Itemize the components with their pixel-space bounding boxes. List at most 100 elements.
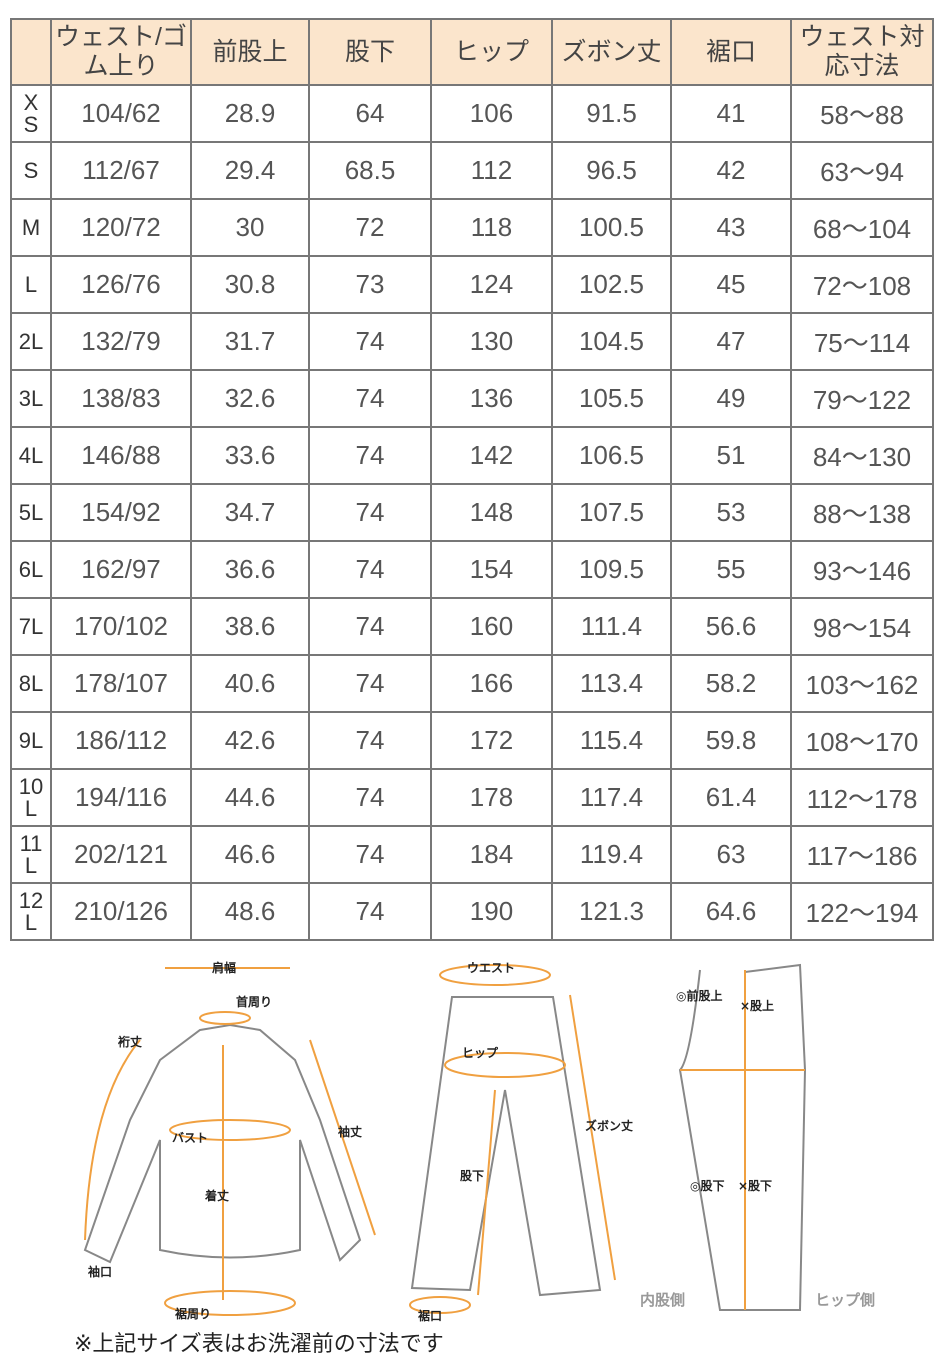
- table-cell: 42.6: [190, 711, 310, 770]
- table-row: S 112/67 29.4 68.5 112 96.5 42 63〜94: [10, 141, 934, 200]
- table-row: 2L 132/79 31.7 74 130 104.5 47 75〜114: [10, 312, 934, 371]
- label-pants-hem: 裾口: [418, 1308, 442, 1323]
- label-hem: 裾周り: [175, 1306, 211, 1321]
- label-inseam-inner: ◎股下: [690, 1178, 724, 1193]
- table-cell: 74: [308, 882, 432, 941]
- table-cell: 40.6: [190, 654, 310, 713]
- table-cell: 117.4: [551, 768, 672, 827]
- table-cell: 74: [308, 711, 432, 770]
- size-label: 7L: [10, 597, 52, 656]
- label-inseam-x: ×股下: [738, 1178, 772, 1193]
- table-cell: 74: [308, 312, 432, 371]
- table-cell: 72: [308, 198, 432, 257]
- table-cell: 36.6: [190, 540, 310, 599]
- table-cell: 41: [670, 84, 792, 143]
- shirt-illustration: [83, 1023, 362, 1264]
- table-cell: 34.7: [190, 483, 310, 542]
- table-row: 12L 210/126 48.6 74 190 121.3 64.6 122〜194: [10, 882, 934, 941]
- measurement-diagram: 肩幅 首周り 裄丈 袖丈 バスト 着丈 袖口 裾周り ウエスト ヒップ 股下 ズ…: [83, 960, 875, 1323]
- size-label: L: [10, 255, 52, 314]
- table-cell: 38.6: [190, 597, 310, 656]
- wash-note: ※上記サイズ表はお洗濯前の寸法です: [74, 1332, 444, 1357]
- table-cell: 48.6: [190, 882, 310, 941]
- table-cell: 138/83: [50, 369, 192, 428]
- table-cell: 74: [308, 483, 432, 542]
- column-header: [10, 18, 52, 86]
- measure-lines: [84, 964, 805, 1316]
- table-cell: 178: [430, 768, 553, 827]
- table-cell: 84〜130: [790, 426, 934, 485]
- size-label: 6L: [10, 540, 52, 599]
- table-cell: 184: [430, 825, 553, 884]
- table-cell: 136: [430, 369, 553, 428]
- table-cell: 63: [670, 825, 792, 884]
- table-cell: 126/76: [50, 255, 192, 314]
- table-cell: 113.4: [551, 654, 672, 713]
- header-row: ウェスト/ゴム上り 前股上 股下 ヒップ ズボン丈 裾口 ウェスト対応寸法: [10, 18, 934, 86]
- table-cell: 106: [430, 84, 553, 143]
- table-cell: 33.6: [190, 426, 310, 485]
- table-cell: 74: [308, 540, 432, 599]
- table-cell: 74: [308, 768, 432, 827]
- table-cell: 74: [308, 597, 432, 656]
- table-cell: 109.5: [551, 540, 672, 599]
- table-cell: 59.8: [670, 711, 792, 770]
- table-cell: 74: [308, 654, 432, 713]
- table-row: 5L 154/92 34.7 74 148 107.5 53 88〜138: [10, 483, 934, 542]
- table-cell: 172: [430, 711, 553, 770]
- table-cell: 51: [670, 426, 792, 485]
- size-label: 8L: [10, 654, 52, 713]
- table-row: 7L 170/102 38.6 74 160 111.4 56.6 98〜154: [10, 597, 934, 656]
- table-cell: 30: [190, 198, 310, 257]
- table-cell: 166: [430, 654, 553, 713]
- table-cell: 106.5: [551, 426, 672, 485]
- table-cell: 132/79: [50, 312, 192, 371]
- table-cell: 117〜186: [790, 825, 934, 884]
- size-label: 2L: [10, 312, 52, 371]
- table-cell: 42: [670, 141, 792, 200]
- table-cell: 72〜108: [790, 255, 934, 314]
- table-cell: 58〜88: [790, 84, 934, 143]
- table-cell: 194/116: [50, 768, 192, 827]
- table-row: XS 104/62 28.9 64 106 91.5 41 58〜88: [10, 84, 934, 143]
- table-cell: 112〜178: [790, 768, 934, 827]
- table-cell: 103〜162: [790, 654, 934, 713]
- table-cell: 107.5: [551, 483, 672, 542]
- table-cell: 154: [430, 540, 553, 599]
- table-cell: 108〜170: [790, 711, 934, 770]
- table-cell: 63〜94: [790, 141, 934, 200]
- table-cell: 49: [670, 369, 792, 428]
- size-label: 5L: [10, 483, 52, 542]
- table-cell: 79〜122: [790, 369, 934, 428]
- table-cell: 104.5: [551, 312, 672, 371]
- table-cell: 74: [308, 825, 432, 884]
- column-header: ウェスト対応寸法: [790, 18, 934, 86]
- table-cell: 73: [308, 255, 432, 314]
- table-cell: 105.5: [551, 369, 672, 428]
- table-cell: 102.5: [551, 255, 672, 314]
- table-cell: 122〜194: [790, 882, 934, 941]
- table-row: 9L 186/112 42.6 74 172 115.4 59.8 108〜170: [10, 711, 934, 770]
- table-cell: 91.5: [551, 84, 672, 143]
- label-shoulder: 肩幅: [212, 960, 236, 975]
- table-cell: 93〜146: [790, 540, 934, 599]
- label-length: 着丈: [204, 1188, 229, 1203]
- table-cell: 170/102: [50, 597, 192, 656]
- label-yuki: 裄丈: [117, 1034, 142, 1049]
- table-cell: 44.6: [190, 768, 310, 827]
- label-cuff: 袖口: [88, 1264, 112, 1279]
- label-front-rise: ◎前股上: [676, 988, 722, 1003]
- size-label: S: [10, 141, 52, 200]
- table-cell: 30.8: [190, 255, 310, 314]
- table-cell: 64: [308, 84, 432, 143]
- table-row: 10L 194/116 44.6 74 178 117.4 61.4 112〜178: [10, 768, 934, 827]
- table-cell: 124: [430, 255, 553, 314]
- label-neck: 首周り: [236, 994, 272, 1009]
- column-header: ヒップ: [430, 18, 553, 86]
- table-cell: 68〜104: [790, 198, 934, 257]
- table-cell: 119.4: [551, 825, 672, 884]
- table-cell: 120/72: [50, 198, 192, 257]
- label-rise: ×股上: [740, 998, 774, 1013]
- label-inner-side: 内股側: [640, 1291, 685, 1309]
- size-label: 9L: [10, 711, 52, 770]
